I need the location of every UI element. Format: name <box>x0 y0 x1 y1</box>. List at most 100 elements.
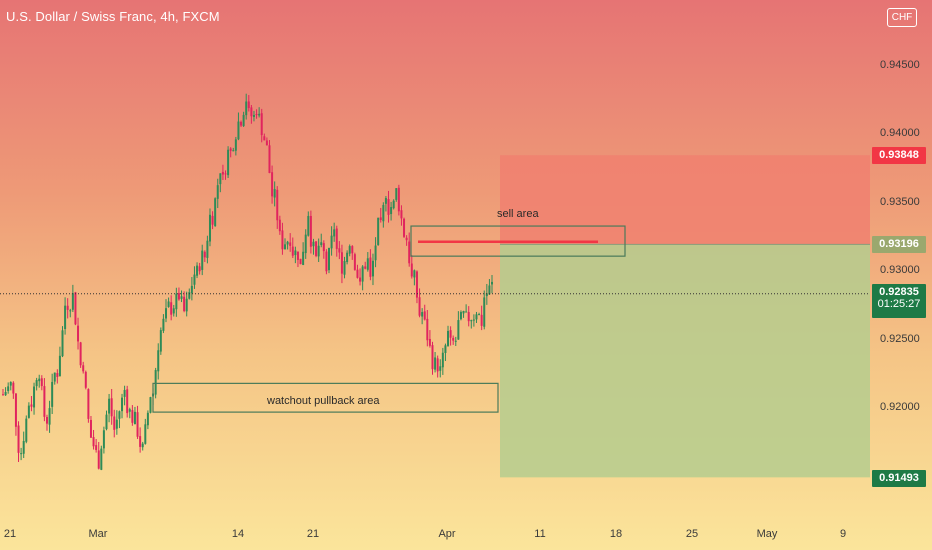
candle-body <box>317 245 320 257</box>
candle-body <box>110 398 113 417</box>
candle-body <box>7 386 10 391</box>
candle-body <box>364 266 367 269</box>
candle-body <box>260 113 263 136</box>
candle-body <box>118 411 121 419</box>
x-tick-label: Apr <box>438 528 456 540</box>
candle-body <box>12 382 15 394</box>
candle-body <box>71 293 74 310</box>
candle-body <box>84 371 87 388</box>
candle-body <box>58 355 61 377</box>
candle-body <box>263 136 266 141</box>
candle-body <box>237 121 240 140</box>
candle-body <box>418 297 421 316</box>
candle-body <box>351 246 354 254</box>
overlays <box>0 225 870 413</box>
candle-body <box>366 258 369 270</box>
candle-body <box>33 386 36 408</box>
candle-body <box>216 185 219 199</box>
candle-body <box>188 292 191 299</box>
y-tick-label: 0.93500 <box>880 196 920 208</box>
candle-body <box>333 229 336 237</box>
candle-body <box>45 417 48 424</box>
candle-body <box>38 378 41 382</box>
candle-body <box>296 251 299 260</box>
candle-body <box>454 340 457 342</box>
candle-body <box>483 297 486 327</box>
candle-body <box>2 394 4 396</box>
candle-body <box>359 277 362 282</box>
candle-body <box>170 302 173 315</box>
candle-body <box>167 301 170 307</box>
candle-body <box>27 405 30 418</box>
candle-body <box>299 258 302 265</box>
entry-price-tag: 0.93196 <box>872 236 926 253</box>
candle-body <box>25 418 28 442</box>
candle-body <box>157 350 160 372</box>
candle-body <box>232 150 235 152</box>
candle-body <box>371 260 374 277</box>
candle-body <box>17 425 20 453</box>
pullback-area-box <box>152 382 499 413</box>
candle-body <box>79 342 82 366</box>
candle-body <box>441 352 444 368</box>
candle-body <box>53 372 56 382</box>
x-tick-label: May <box>756 528 778 540</box>
candle-body <box>265 140 268 146</box>
candle-body <box>141 443 144 448</box>
y-tick-label: 0.92500 <box>880 333 920 345</box>
candle-body <box>315 241 318 256</box>
candle-body <box>255 114 258 116</box>
candle-body <box>397 187 400 212</box>
bar-countdown: 01:25:27 <box>877 298 921 310</box>
candle-body <box>211 215 214 225</box>
candle-body <box>478 314 481 316</box>
currency-badge[interactable]: CHF <box>887 8 917 27</box>
candle-body <box>92 437 95 447</box>
candle-body <box>242 114 245 127</box>
candles <box>2 93 493 471</box>
candle-body <box>165 308 167 319</box>
candle-body <box>340 252 343 274</box>
candle-body <box>128 409 131 412</box>
candle-body <box>221 171 224 175</box>
candle-body <box>268 145 271 174</box>
candle-body <box>286 241 289 245</box>
candle-body <box>439 366 442 371</box>
candle-body <box>208 214 211 242</box>
candle-body <box>22 441 25 454</box>
candle-body <box>139 436 142 447</box>
stop-zone <box>500 155 870 245</box>
candle-body <box>100 448 103 470</box>
candle-body <box>353 254 356 270</box>
candle-body <box>278 219 281 232</box>
candle-body <box>415 271 418 298</box>
candle-body <box>206 240 209 258</box>
x-tick-label: 18 <box>609 528 623 540</box>
candle-body <box>9 382 12 386</box>
candle-body <box>214 198 217 227</box>
candle-body <box>190 285 193 294</box>
y-tick-label: 0.94000 <box>880 127 920 139</box>
candle-body <box>74 292 77 325</box>
position-tool[interactable] <box>500 155 870 478</box>
candle-body <box>64 305 67 329</box>
candle-body <box>485 293 488 297</box>
candle-body <box>40 378 43 387</box>
candle-body <box>66 305 69 310</box>
candle-body <box>428 338 431 346</box>
candle-body <box>379 217 382 221</box>
candle-body <box>328 247 330 271</box>
candle-body <box>431 345 434 370</box>
candle-body <box>413 270 416 278</box>
y-tick-label: 0.93000 <box>880 264 920 276</box>
candle-body <box>123 389 126 397</box>
stop-price-tag: 0.93848 <box>872 147 926 164</box>
candle-body <box>48 408 51 425</box>
candle-body <box>307 215 310 236</box>
candle-body <box>338 248 341 253</box>
candle-body <box>126 389 129 414</box>
candle-body <box>175 293 178 310</box>
candle-body <box>377 217 380 245</box>
candle-body <box>14 393 17 427</box>
